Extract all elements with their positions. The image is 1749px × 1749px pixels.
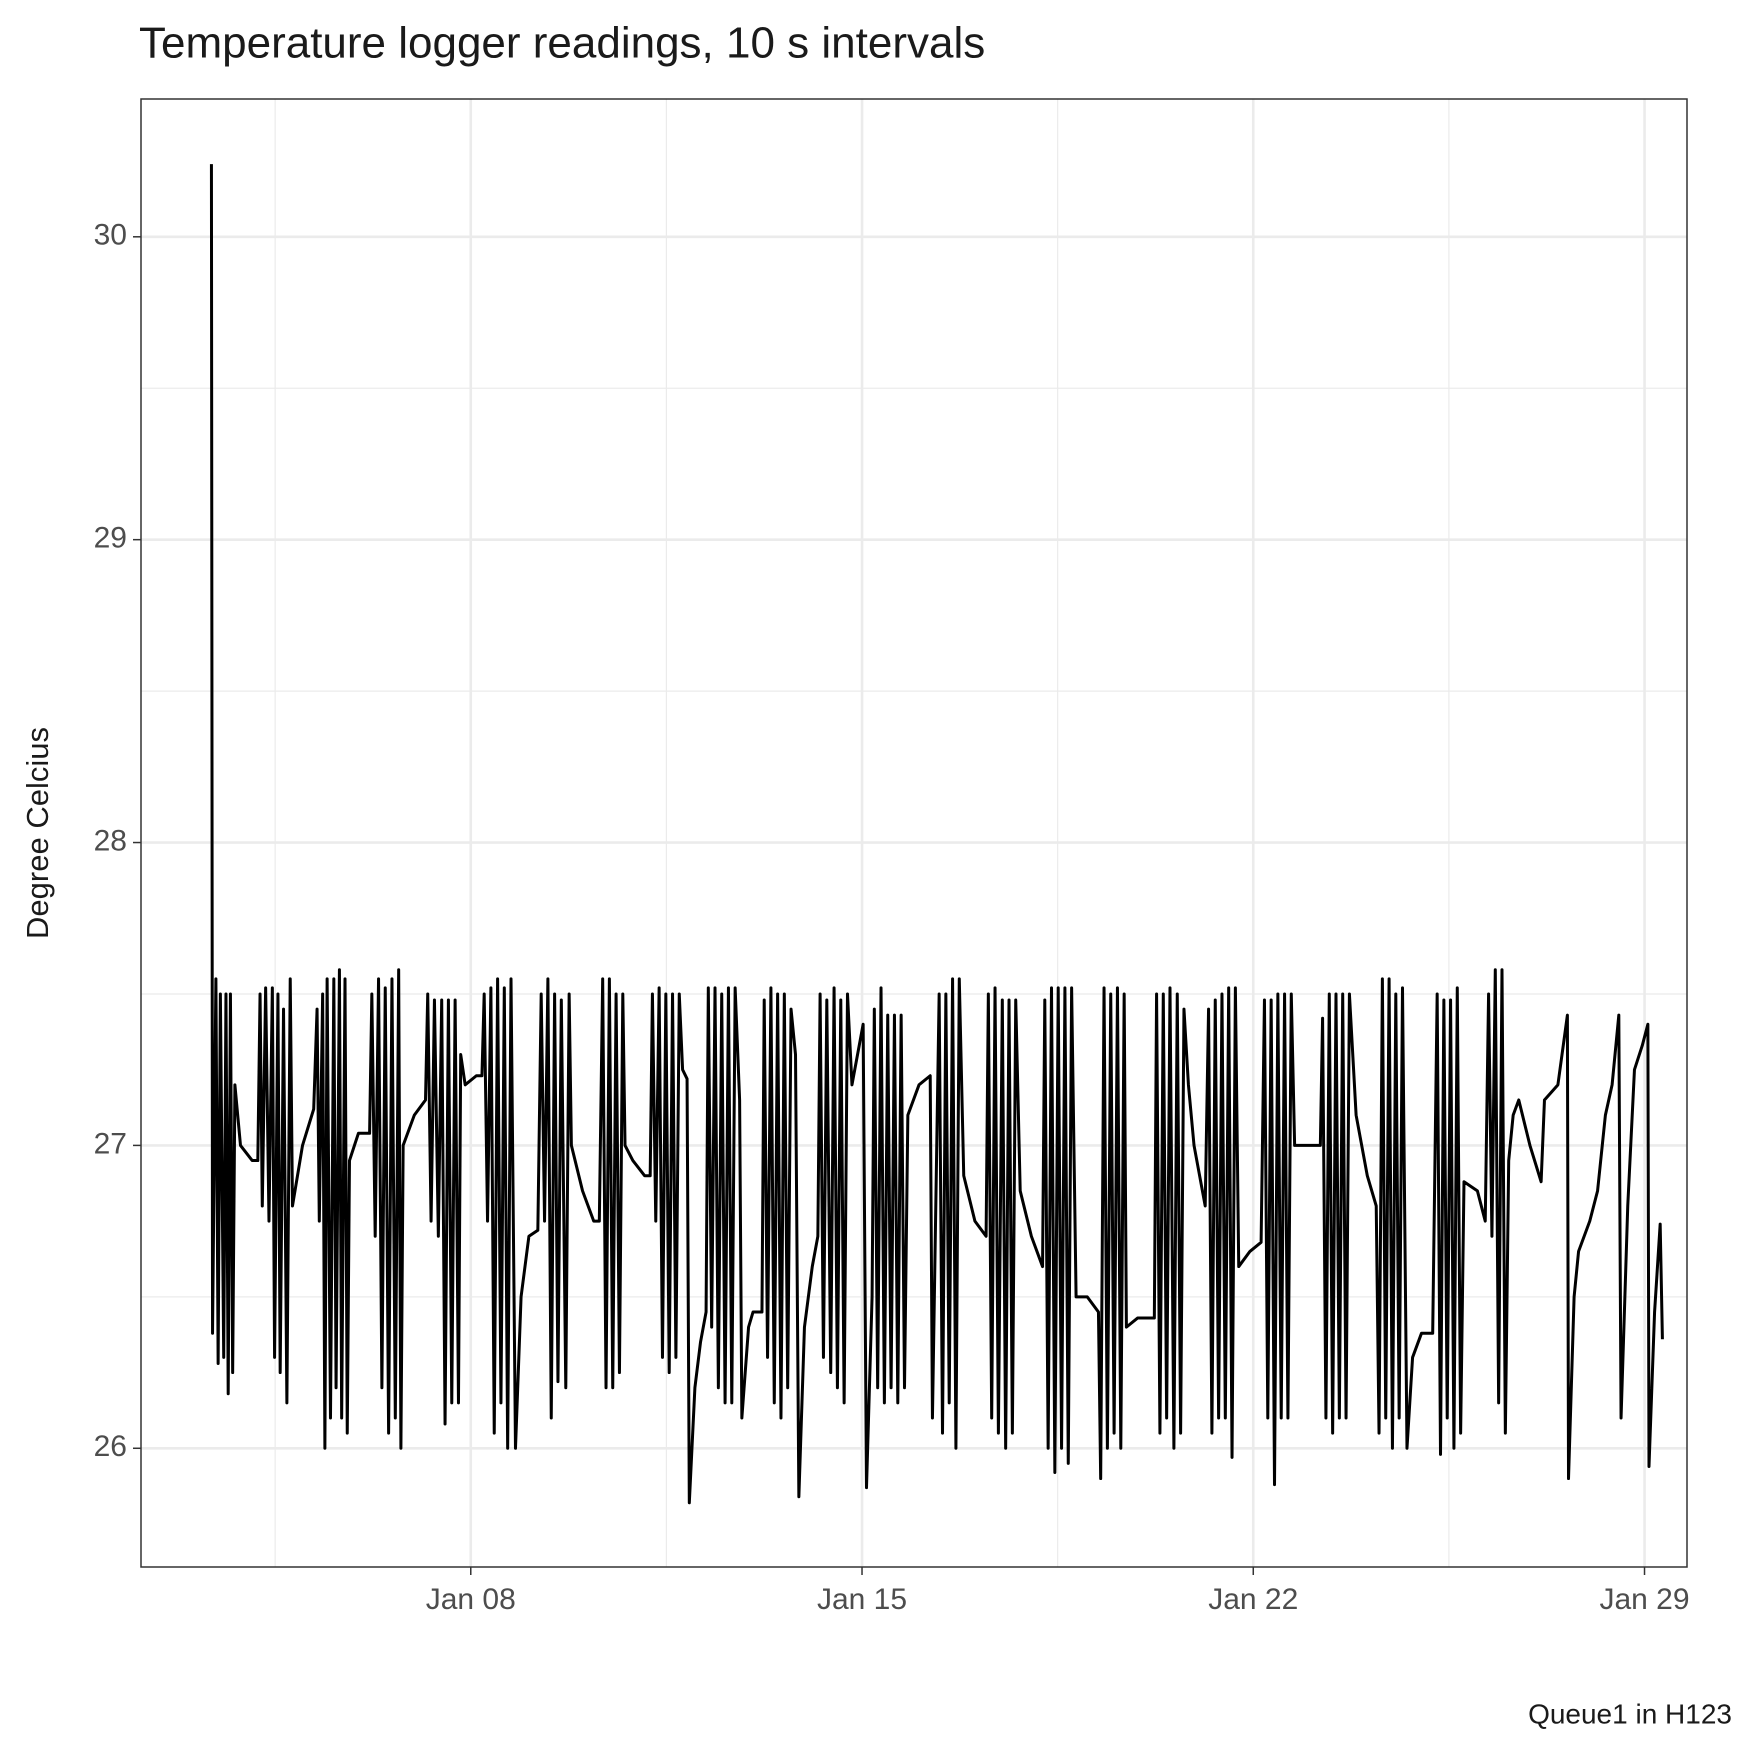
- data-line: [209, 164, 1664, 1505]
- plot-area: 26 27 28 29 30 Jan 08 Jan 15 Jan 22 Jan 29: [94, 98, 1690, 1616]
- y-tick-label: 26: [94, 1430, 127, 1463]
- y-axis-label: Degree Celcius: [20, 727, 55, 939]
- y-tick-label: 30: [94, 219, 127, 252]
- y-tick-label: 28: [94, 824, 127, 857]
- panel-border: [140, 98, 1688, 1568]
- chart-title: Temperature logger readings, 10 s interv…: [139, 19, 985, 68]
- x-tick-label: Jan 22: [1208, 1583, 1298, 1616]
- x-tick-label: Jan 15: [817, 1583, 907, 1616]
- caption: Queue1 in H123: [1528, 1698, 1732, 1729]
- x-tick-label: Jan 29: [1599, 1583, 1689, 1616]
- x-tick-label: Jan 08: [426, 1583, 516, 1616]
- y-tick-label: 27: [94, 1127, 127, 1160]
- y-tick-label: 29: [94, 522, 127, 555]
